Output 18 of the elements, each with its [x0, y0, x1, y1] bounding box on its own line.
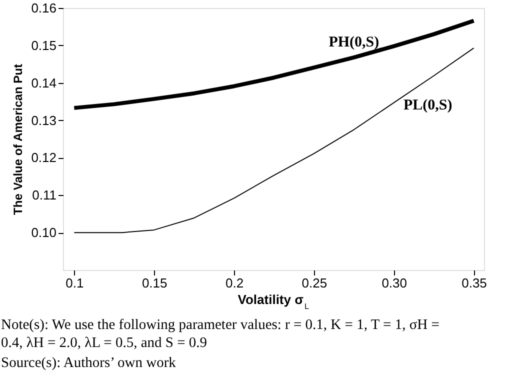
x-tick-label: 0.2: [225, 276, 244, 290]
y-tick-label: 0.16: [31, 0, 56, 16]
text: Note(s): We use the following parameter values: r = 0.1, K = 1, T = 1, σH = 0.4, λH = 2.0, λL = 0.5, and S = 0.9: [1, 317, 440, 351]
x-tick-label: 0.1: [66, 276, 84, 290]
y-tick-label: 0.14: [31, 75, 56, 90]
source-note: Source(s): Authors’ own work: [1, 355, 177, 371]
x-tick-label: 0.15: [142, 276, 168, 290]
x-tick-label: 0.35: [462, 276, 487, 290]
y-tick-label: 0.10: [31, 225, 56, 240]
series-label: PL(0,S): [403, 98, 452, 114]
y-tick-label: 0.11: [32, 188, 56, 203]
y-tick-label: 0.12: [31, 150, 56, 166]
series-label: PH(0,S): [328, 34, 380, 50]
y-tick-label: 0.13: [31, 112, 56, 128]
x-tick-label: 0.30: [382, 276, 408, 290]
x-tick-label: 0.25: [302, 276, 328, 290]
y-axis-title: The Value of American Put: [11, 64, 26, 215]
y-tick-label: 0.15: [31, 38, 56, 53]
